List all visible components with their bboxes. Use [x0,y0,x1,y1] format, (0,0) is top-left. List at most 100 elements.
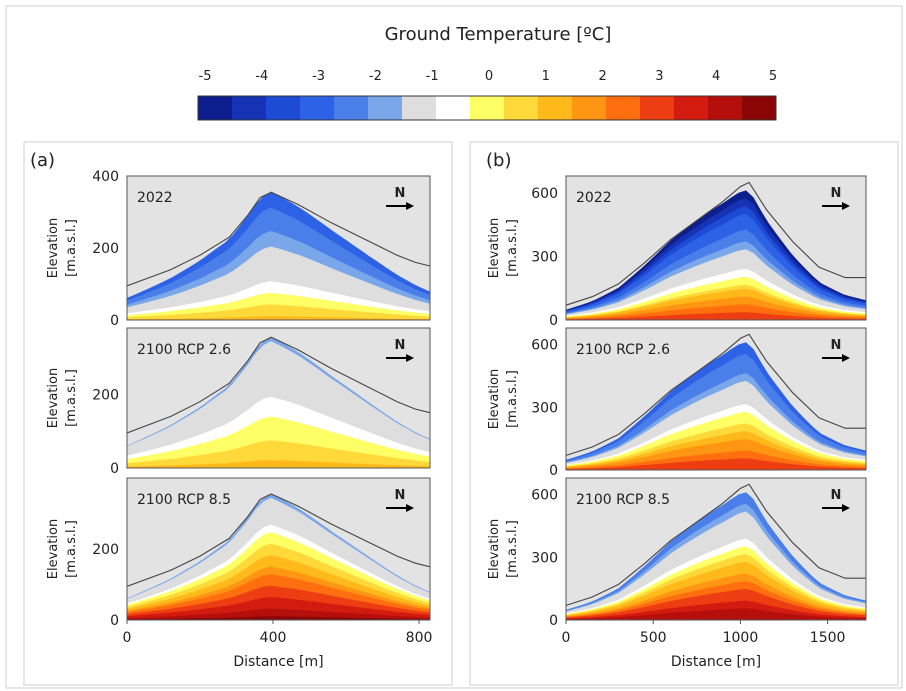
colorbar-tick-label: 3 [655,69,663,84]
y-axis-label: Elevation [46,368,61,428]
colorbar-tick-label: -1 [426,69,439,84]
ground-surface-line [565,333,866,456]
y-axis-label: Elevation [487,519,502,579]
x-axis-label: Distance [m] [671,654,761,670]
temperature-field [127,337,430,468]
colorbar-tick-label: 5 [769,69,777,84]
subplot: 2022 N 0 300 600 Elevation [m.a.s.l.] [487,175,867,329]
x-axis-label: Distance [m] [233,654,323,670]
colorbar-cell [674,96,709,120]
scenario-label: 2100 RCP 8.5 [137,492,231,508]
colorbar-cell [334,96,369,120]
y-tick-label: 600 [531,186,558,202]
y-axis-label: Elevation [487,218,502,278]
colorbar-tick-label: -3 [312,69,325,84]
colorbar-cell [538,96,573,120]
ground-surface-line [565,181,866,306]
y-axis-label: Elevation [487,369,502,429]
colorbar-cell [368,96,403,120]
y-tick-label: 0 [110,461,119,477]
scenario-label: 2100 RCP 2.6 [137,342,231,358]
colorbar-cell [402,96,437,120]
y-tick-label: 200 [92,542,119,558]
temperature-field [566,190,866,320]
x-tick-label: 1000 [723,630,759,646]
panel-a-label: (a) [30,150,55,171]
temperature-field [566,492,866,620]
y-axis-label-units: [m.a.s.l.] [505,370,520,428]
x-tick-label: 0 [123,630,132,646]
y-tick-label: 0 [110,613,119,629]
colorbar-cell [572,96,607,120]
x-tick-label: 1500 [810,630,846,646]
colorbar-cell [606,96,641,120]
subplot: 2100 RCP 8.5 N 0 300 600 Elevation [m.a.s.l.] 0… [487,477,867,670]
axes-box [565,477,867,621]
north-label: N [831,488,842,503]
colorbar-tick-label: -5 [199,69,212,84]
ground-surface-line [126,336,431,434]
axes-box [126,327,431,469]
axes-box [565,327,867,471]
north-label: N [831,186,842,201]
colorbar-border [197,95,777,121]
colorbar-cell [198,96,233,120]
subplot: 2100 RCP 2.6 N 0 300 600 Elevation [m.a.s.l.] [487,327,867,479]
axes-box [565,175,867,321]
colorbar: Ground Temperature [ºC] -5 -4 -3 -2 -1 0 1 2 3 4 5 [197,24,777,121]
colorbar-tick-label: 0 [485,69,493,84]
colorbar-cell [436,96,471,120]
y-axis-label-units: [m.a.s.l.] [64,520,79,578]
panel-a-frame [23,141,453,686]
isotherm-band [127,464,430,468]
colorbar-cell [266,96,301,120]
scenario-label: 2100 RCP 2.6 [576,342,670,358]
scenario-label: 2100 RCP 8.5 [576,492,670,508]
scenario-label: 2022 [576,190,612,206]
axes-box [126,175,431,321]
colorbar-tick-label: -2 [369,69,382,84]
x-tick-label: 800 [406,630,433,646]
colorbar-title: Ground Temperature [ºC] [385,24,612,45]
isotherm-band [566,466,866,470]
ground-surface-line [126,493,431,587]
isotherm-band [127,616,430,620]
x-tick-label: 400 [260,630,287,646]
north-arrowhead-icon [406,354,414,362]
subplot: 2100 RCP 8.5 N 0 200 Elevation [m.a.s.l.] 0 400… [46,477,433,670]
ground-surface-line [126,191,431,287]
colorbar-cell [232,96,267,120]
x-tick-label: 500 [640,630,667,646]
north-arrowhead-icon [406,202,414,210]
panel-b-frame [469,141,899,686]
colorbar-cell [504,96,539,120]
y-axis-label-units: [m.a.s.l.] [505,219,520,277]
colorbar-cell [708,96,743,120]
colorbar-cell [470,96,505,120]
figure-frame [5,5,903,689]
ground-surface-line [565,483,866,606]
colorbar-tick-label: 4 [712,69,720,84]
y-tick-label: 300 [531,400,558,416]
colorbar-tick-label: 2 [598,69,606,84]
north-label: N [395,186,406,201]
colorbar-cell [742,96,777,120]
y-tick-label: 0 [549,313,558,329]
north-arrowhead-icon [842,354,850,362]
north-label: N [395,338,406,353]
temperature-field [127,192,430,320]
y-axis-label: Elevation [46,218,61,278]
y-tick-label: 0 [549,463,558,479]
panel-b-label: (b) [486,150,511,171]
north-arrowhead-icon [842,202,850,210]
subplot: 2022 N 0 200 400 Elevation [m.a.s.l.] [46,169,431,329]
y-tick-label: 300 [531,550,558,566]
isotherm-band [566,616,866,620]
axes-box [126,477,431,621]
colorbar-cell [300,96,335,120]
x-tick-label: 0 [562,630,571,646]
y-tick-label: 600 [531,488,558,504]
